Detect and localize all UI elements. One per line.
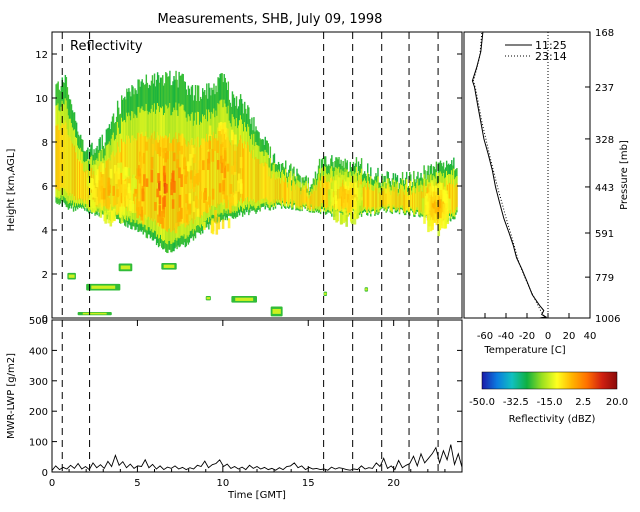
lwp-data — [52, 444, 462, 471]
ytick-label: 500 — [29, 316, 48, 327]
xtick-label: 20 — [563, 331, 576, 342]
reflectivity-data — [55, 70, 458, 317]
xtick-label: 15 — [302, 478, 315, 489]
reflectivity-yticks: 0 2 4 6 8 10 12 — [35, 50, 462, 325]
low-cloud — [161, 263, 177, 270]
cloud-layer — [55, 70, 458, 254]
low-cloud — [323, 291, 328, 296]
low-cloud — [231, 296, 257, 303]
ytick-label: 100 — [29, 438, 48, 449]
figure-title: Measurements, SHB, July 09, 1998 — [158, 12, 383, 27]
ytick-label: 4 — [42, 226, 48, 237]
colorbar: -50.0 -32.5 -15.0 2.5 20.0 Reflectivity (dBZ… — [469, 371, 628, 425]
reflectivity-frame — [51, 31, 463, 319]
xtick-label: 0 — [545, 331, 551, 342]
ytick-label: 6 — [42, 182, 48, 193]
ytick-label: 300 — [29, 377, 48, 388]
time-xticks: 0 5 10 15 20 — [49, 320, 446, 489]
ytick-label: 10 — [35, 94, 48, 105]
legend-label-1: 11:25 — [535, 39, 567, 52]
temperature-xticks: -60 -40 -20 0 20 40 — [477, 313, 597, 342]
ytick-label: 8 — [42, 138, 48, 149]
pressure-tick-label: 328 — [595, 135, 614, 146]
xtick-label: 5 — [134, 478, 140, 489]
ytick-label: 400 — [29, 346, 48, 357]
temperature-profile-line — [472, 31, 545, 319]
ytick-label: 12 — [35, 50, 48, 61]
temperature-xlabel: Temperature [C] — [483, 345, 565, 356]
lwp-panel: 0 5 10 15 20 0 100 200 300 400 500 Time [GMT] MWR… — [6, 316, 463, 501]
lwp-dashed-lines — [61, 320, 439, 472]
low-cloud — [364, 287, 369, 292]
pressure-tick-label: 779 — [595, 273, 614, 284]
reflectivity-ylabel: Height [km,AGL] — [6, 149, 17, 232]
reflectivity-panel-label: Reflectivity — [70, 39, 143, 54]
xtick-label: -40 — [498, 331, 514, 342]
reflectivity-core — [421, 180, 451, 237]
lwp-yticks: 0 100 200 300 400 500 — [29, 316, 462, 479]
low-cloud — [118, 263, 133, 272]
pressure-tick-label: 1006 — [595, 314, 620, 325]
pressure-tick-label: 168 — [595, 28, 614, 39]
colorbar-tick-label: -15.0 — [537, 397, 563, 408]
xtick-label: -60 — [477, 331, 493, 342]
colorbar-tick-label: -32.5 — [503, 397, 529, 408]
pressure-tick-label: 237 — [595, 83, 614, 94]
pressure-ylabel: Pressure [mb] — [619, 140, 630, 210]
colorbar-tick-label: -50.0 — [469, 397, 495, 408]
lwp-ylabel: MWR-LWP [g/m2] — [6, 353, 17, 439]
temperature-panel: -60 -40 -20 0 20 40 168 237 328 443 591 779 1006 Te… — [463, 28, 630, 356]
xtick-label: 40 — [584, 331, 597, 342]
pressure-tick-label: 591 — [595, 229, 614, 240]
xtick-label: 20 — [387, 478, 400, 489]
xtick-label: 0 — [49, 478, 55, 489]
temperature-legend: 11:25 23:14 — [505, 39, 567, 63]
xtick-label: -20 — [519, 331, 535, 342]
reflectivity-panel: 0 2 4 6 8 10 12 Reflectivity Height [km,AGL] — [6, 31, 463, 325]
ytick-label: 2 — [42, 270, 48, 281]
reflectivity-core — [186, 121, 243, 235]
ytick-label: 0 — [42, 314, 48, 325]
low-cloud — [77, 311, 112, 316]
pressure-tick-label: 443 — [595, 183, 614, 194]
lwp-line — [52, 444, 462, 471]
colorbar-ticks: -50.0 -32.5 -15.0 2.5 20.0 — [469, 397, 628, 408]
reflectivity-core — [327, 172, 363, 227]
colorbar-tick-label: 2.5 — [575, 397, 591, 408]
ytick-label: 0 — [42, 468, 48, 479]
xtick-label: 10 — [216, 478, 229, 489]
colorbar-label: Reflectivity (dBZ) — [509, 414, 596, 425]
pressure-yticks: 168 237 328 443 591 779 1006 — [585, 28, 620, 325]
low-cloud — [86, 283, 121, 291]
temperature-data — [471, 31, 549, 319]
low-cloud — [270, 306, 283, 317]
low-cloud — [205, 296, 211, 301]
lwp-xlabel: Time [GMT] — [227, 490, 286, 501]
reflectivity-core — [86, 162, 138, 227]
temperature-frame — [463, 31, 591, 319]
legend-label-2: 23:14 — [535, 50, 567, 63]
low-cloud — [67, 272, 76, 280]
colorbar-tick-label: 20.0 — [606, 397, 628, 408]
ytick-label: 200 — [29, 407, 48, 418]
temperature-profile-line — [471, 31, 548, 319]
colorbar-gradient — [481, 371, 618, 390]
lwp-frame — [51, 319, 463, 473]
